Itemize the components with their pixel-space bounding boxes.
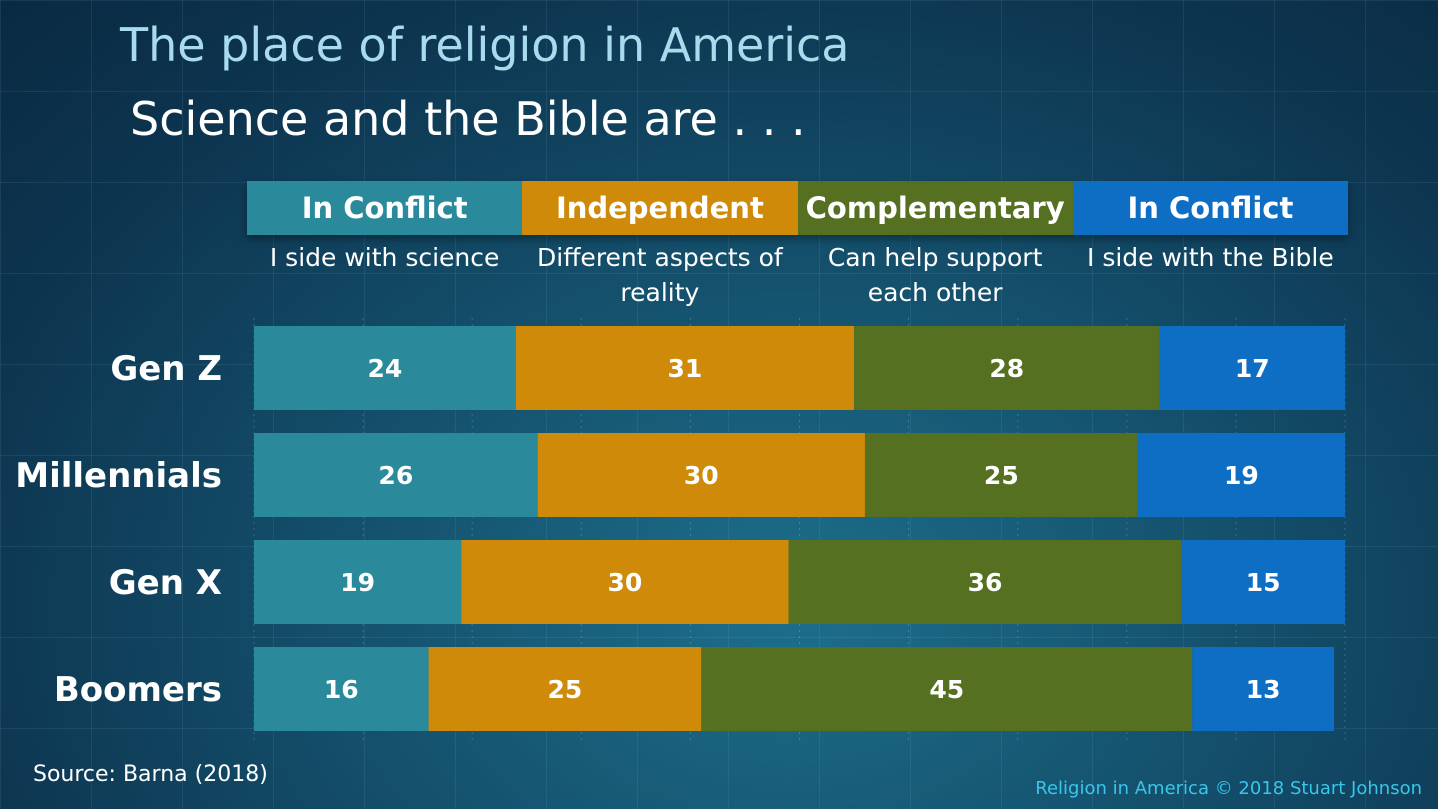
bar-segment bbox=[254, 326, 516, 410]
data-label: 15 bbox=[1246, 568, 1281, 597]
data-label: 13 bbox=[1246, 675, 1281, 704]
bar-segment bbox=[1192, 647, 1335, 731]
desc-complementary: Can help support each other bbox=[827, 243, 1043, 307]
desc-independent: Different aspects of reality bbox=[537, 243, 783, 307]
bar-segment bbox=[254, 433, 538, 517]
data-label: 24 bbox=[368, 354, 403, 383]
header-independent: Independent bbox=[522, 181, 798, 235]
bar-segment bbox=[854, 326, 1160, 410]
header-complementary: Complementary bbox=[797, 181, 1073, 235]
data-label: 16 bbox=[324, 675, 359, 704]
bar-segment bbox=[515, 326, 855, 410]
source-note: Source: Barna (2018) bbox=[33, 762, 268, 787]
data-label: 30 bbox=[684, 461, 719, 490]
page-subtitle: Science and the Bible are . . . bbox=[130, 92, 806, 146]
category-label: Millennials bbox=[15, 456, 222, 496]
bar-segment bbox=[701, 647, 1193, 731]
data-label: 36 bbox=[968, 568, 1003, 597]
data-label: 45 bbox=[929, 675, 964, 704]
bar-segment bbox=[254, 647, 429, 731]
header-in-conflict-science: In Conflict bbox=[247, 181, 523, 235]
bar-segment bbox=[461, 540, 789, 624]
bar-segment bbox=[1137, 433, 1345, 517]
bar-segment bbox=[864, 433, 1138, 517]
data-label: 19 bbox=[1224, 461, 1259, 490]
header-in-conflict-bible: In Conflict bbox=[1072, 181, 1348, 235]
bar-segment bbox=[1159, 326, 1345, 410]
data-label: 31 bbox=[668, 354, 703, 383]
data-label: 25 bbox=[984, 461, 1019, 490]
category-descriptions: I side with science Different aspects of… bbox=[247, 240, 1348, 310]
desc-in-conflict-bible: I side with the Bible bbox=[1087, 243, 1334, 272]
data-label: 30 bbox=[608, 568, 643, 597]
bar-segment bbox=[1181, 540, 1345, 624]
desc-in-conflict-science: I side with science bbox=[269, 243, 500, 272]
bar-segment bbox=[254, 540, 462, 624]
data-label: 26 bbox=[378, 461, 413, 490]
bar-segment bbox=[537, 433, 865, 517]
data-label: 19 bbox=[340, 568, 375, 597]
copyright-note: Religion in America © 2018 Stuart Johnso… bbox=[1035, 778, 1422, 799]
category-label: Gen Z bbox=[110, 349, 222, 389]
category-header-bar: In Conflict Independent Complementary In… bbox=[247, 181, 1348, 235]
data-label: 17 bbox=[1235, 354, 1270, 383]
data-label: 28 bbox=[989, 354, 1024, 383]
data-label: 25 bbox=[548, 675, 583, 704]
page-title: The place of religion in America bbox=[120, 18, 850, 72]
bar-segment bbox=[428, 647, 702, 731]
bar-segment bbox=[788, 540, 1182, 624]
category-label: Boomers bbox=[54, 670, 222, 710]
category-label: Gen X bbox=[109, 563, 222, 603]
